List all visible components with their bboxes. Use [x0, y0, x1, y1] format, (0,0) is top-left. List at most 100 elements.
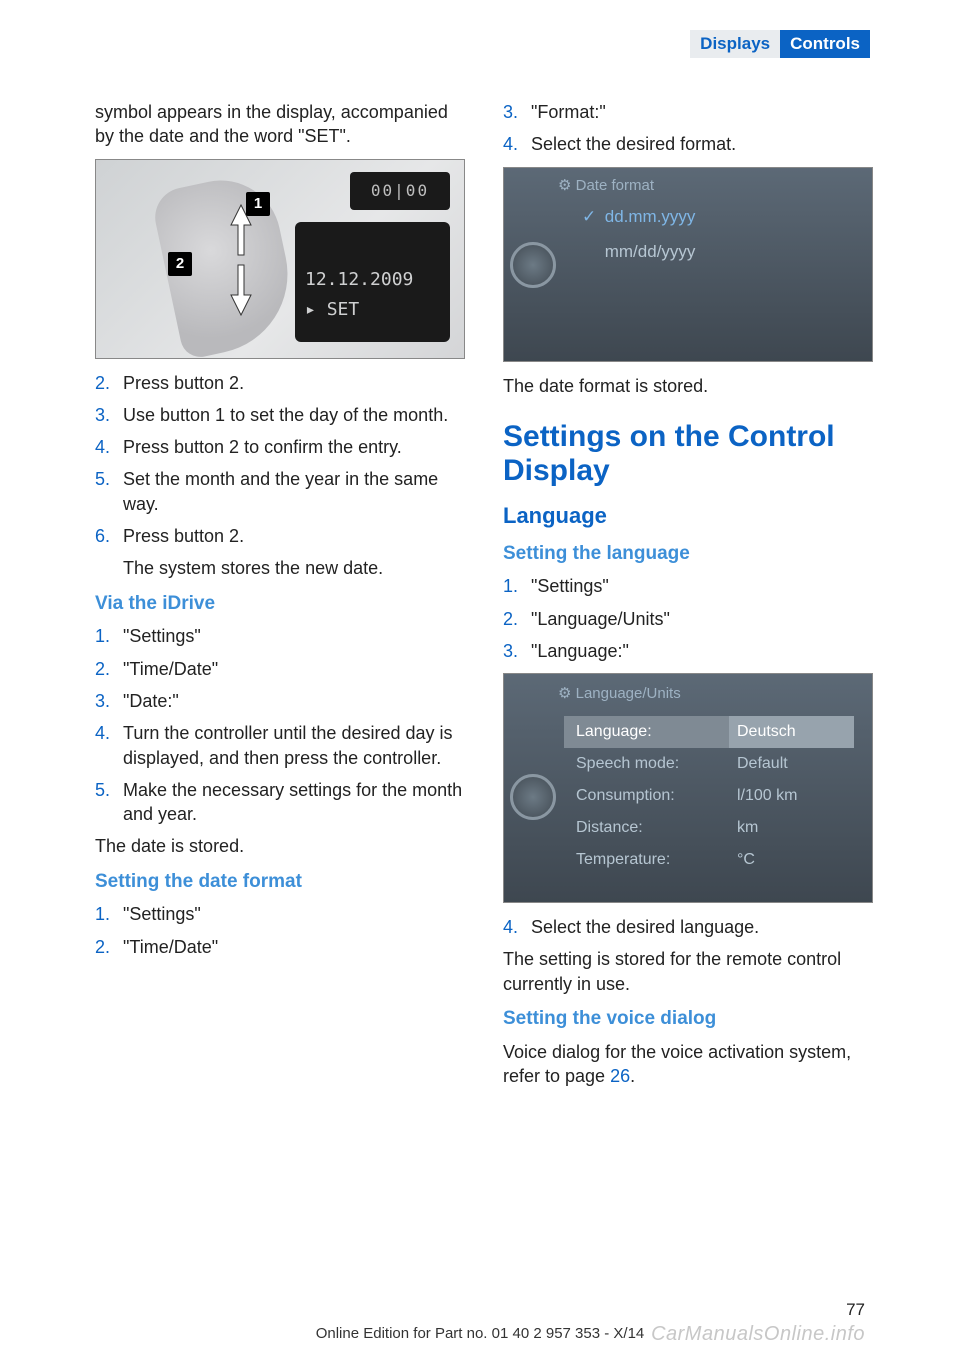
step-number: 2.	[95, 371, 123, 395]
list-item: 3."Format:"	[503, 100, 873, 124]
table-row: Temperature:°C	[564, 844, 854, 876]
list-item: 2.Press button 2.	[95, 371, 465, 395]
cell-label: Language:	[564, 716, 729, 748]
step-number: 5.	[95, 778, 123, 827]
step-subtext: The system stores the new date.	[123, 556, 465, 580]
cell-label: Temperature:	[564, 844, 729, 876]
list-item: 1."Settings"	[503, 574, 873, 598]
list-item: 1."Settings"	[95, 624, 465, 648]
step-text: Turn the controller until the desired da…	[123, 721, 465, 770]
step-text: Set the month and the year in the same w…	[123, 467, 465, 516]
step-number: 3.	[95, 689, 123, 713]
list-item: 4.Press button 2 to confirm the entry.	[95, 435, 465, 459]
table-row: Distance:km	[564, 812, 854, 844]
screen-title: ⚙ Date format	[504, 168, 872, 200]
odometer-lcd: 00|00	[350, 172, 450, 210]
step-text: "Language/Units"	[531, 607, 873, 631]
heading-language: Language	[503, 501, 873, 531]
header-section: Displays	[690, 30, 780, 58]
content-columns: symbol appears in the display, accompani…	[95, 100, 870, 1098]
step-number: 3.	[95, 403, 123, 427]
lcd-caret-icon: ▸	[305, 299, 327, 320]
paragraph: The date is stored.	[95, 834, 465, 858]
gear-icon: ⚙	[558, 685, 576, 702]
step-text: "Time/Date"	[123, 657, 465, 681]
heading-via-idrive: Via the iDrive	[95, 591, 465, 617]
settings-table: Language:Deutsch Speech mode:Default Con…	[564, 716, 854, 876]
step-text: "Settings"	[123, 624, 465, 648]
step-number: 2.	[95, 657, 123, 681]
info-lcd: 12.12.2009 ▸ SET	[295, 222, 450, 342]
cell-label: Distance:	[564, 812, 729, 844]
list-item: 2."Time/Date"	[95, 657, 465, 681]
list-item: 3.Use button 1 to set the day of the mon…	[95, 403, 465, 427]
step-number: 1.	[503, 574, 531, 598]
heading-setting-language: Setting the language	[503, 541, 873, 567]
cell-label: Consumption:	[564, 780, 729, 812]
step-text: Use button 1 to set the day of the month…	[123, 403, 465, 427]
header-chapter: Controls	[780, 30, 870, 58]
step-number: 4.	[95, 721, 123, 770]
intro-text: symbol appears in the display, accompani…	[95, 100, 465, 149]
callout-badge-1: 1	[246, 192, 270, 216]
step-text: "Settings"	[123, 902, 465, 926]
option: mm/dd/yyyy	[504, 235, 872, 270]
step-text: Press button 2. The system stores the ne…	[123, 524, 465, 581]
controller-knob-icon	[510, 774, 556, 820]
header-bar: Displays Controls	[690, 30, 870, 58]
heading-date-format: Setting the date format	[95, 869, 465, 895]
list-item: 3."Date:"	[95, 689, 465, 713]
list-item: 3."Language:"	[503, 639, 873, 663]
figure-idrive-dateformat: ⚙ Date format ✓ dd.mm.yyyy mm/dd/yyyy	[503, 167, 873, 362]
step-text: Press button 2 to confirm the entry.	[123, 435, 465, 459]
paragraph: The date format is stored.	[503, 374, 873, 398]
screen-title: ⚙ Language/Units	[504, 674, 872, 710]
step-number: 1.	[95, 902, 123, 926]
figure-idrive-language: ⚙ Language/Units Language:Deutsch Speech…	[503, 673, 873, 903]
step-number: 3.	[503, 639, 531, 663]
footer-line: Online Edition for Part no. 01 40 2 957 …	[0, 1324, 960, 1344]
step-text: "Date:"	[123, 689, 465, 713]
list-item: 4.Turn the controller until the desired …	[95, 721, 465, 770]
step-text: Select the desired format.	[531, 132, 873, 156]
list-item: 2."Time/Date"	[95, 935, 465, 959]
cell-value: Deutsch	[729, 716, 854, 748]
cell-label: Speech mode:	[564, 748, 729, 780]
cell-value: km	[729, 812, 854, 844]
step-text: Press button 2.	[123, 371, 465, 395]
step-text: "Format:"	[531, 100, 873, 124]
page-number: 77	[846, 1299, 865, 1322]
voice-text-end: .	[630, 1066, 635, 1086]
lcd-set-label: SET	[327, 299, 360, 320]
step-text: Make the necessary settings for the mont…	[123, 778, 465, 827]
step-text: "Time/Date"	[123, 935, 465, 959]
right-column: 3."Format:" 4.Select the desired format.…	[503, 100, 873, 1098]
step-number: 1.	[95, 624, 123, 648]
step-number: 2.	[95, 935, 123, 959]
voice-text: Voice dialog for the voice activation sy…	[503, 1042, 851, 1086]
step-text: "Language:"	[531, 639, 873, 663]
cell-value: l/100 km	[729, 780, 854, 812]
step-text: "Settings"	[531, 574, 873, 598]
table-row: Consumption:l/100 km	[564, 780, 854, 812]
list-item: 6. Press button 2. The system stores the…	[95, 524, 465, 581]
left-column: symbol appears in the display, accompani…	[95, 100, 465, 1098]
page-link[interactable]: 26	[610, 1066, 630, 1086]
cell-value: °C	[729, 844, 854, 876]
step-number: 3.	[503, 100, 531, 124]
step-number: 2.	[503, 607, 531, 631]
list-item: 5.Set the month and the year in the same…	[95, 467, 465, 516]
heading-voice-dialog: Setting the voice dialog	[503, 1006, 873, 1032]
list-item: 1."Settings"	[95, 902, 465, 926]
list-item: 4.Select the desired format.	[503, 132, 873, 156]
step-text: Select the desired language.	[531, 915, 873, 939]
step-number: 4.	[95, 435, 123, 459]
controller-knob-icon	[510, 242, 556, 288]
gear-icon: ⚙	[558, 177, 576, 194]
figure-dashboard: 00|00 12.12.2009 ▸ SET 1 2	[95, 159, 465, 359]
list-item: 5.Make the necessary settings for the mo…	[95, 778, 465, 827]
callout-badge-2: 2	[168, 252, 192, 276]
check-icon: ✓	[582, 206, 600, 229]
cell-value: Default	[729, 748, 854, 780]
paragraph: The setting is stored for the remote con…	[503, 947, 873, 996]
